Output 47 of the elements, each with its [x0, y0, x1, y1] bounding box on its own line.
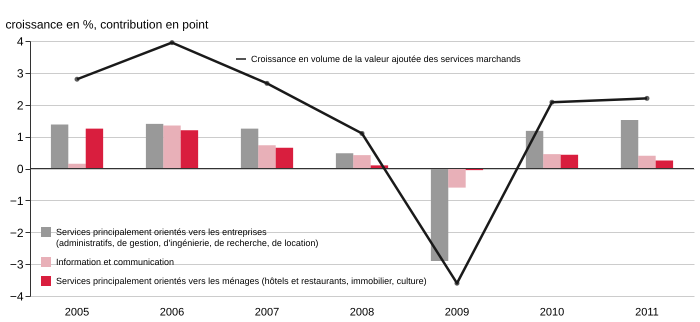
y-tick-label: 4: [16, 34, 24, 48]
bar: [146, 124, 164, 168]
bar: [180, 130, 198, 168]
bar: [620, 120, 638, 168]
x-tick-label: 2009: [444, 306, 470, 318]
legend-label: Information et communication: [56, 257, 174, 267]
point: [454, 280, 460, 286]
bar: [240, 128, 258, 168]
y-tick-label: −1: [10, 194, 24, 208]
y-tick-label: −2: [10, 226, 24, 240]
bar: [276, 148, 294, 168]
point: [360, 130, 364, 136]
bar: [86, 128, 104, 168]
x-tick-label: 2006: [160, 306, 184, 318]
y-tick-label: 2: [16, 98, 24, 112]
bar: [353, 155, 371, 168]
bar: [656, 160, 674, 168]
legend-label: Croissance en volume de la valeur ajoutée des services marchands: [251, 54, 522, 64]
y-tick-label: 0: [16, 162, 24, 176]
legend-label: Services principalement orientés vers les ménages (hôtels et restaurants, immobilier, culture): [56, 276, 427, 286]
bar: [543, 154, 561, 168]
bar: [638, 156, 656, 168]
x-tick-label: 2011: [635, 306, 659, 318]
legend-label: Services principalement orientés vers les entreprises (administratifs, de gestion, d'ingénierie, de recherche, de location): [56, 227, 318, 248]
point: [644, 96, 650, 101]
x-tick-label: 2010: [540, 306, 564, 318]
x-tick-label: 2005: [64, 306, 90, 318]
y-tick-label: 3: [16, 66, 24, 80]
x-tick-label: 2007: [254, 306, 280, 318]
point: [549, 100, 554, 105]
bar: [50, 124, 68, 168]
y-tick-label: −3: [10, 258, 24, 272]
y-axis-title: croissance en %, contribution en point: [6, 18, 209, 32]
y-tick-label: 1: [16, 130, 24, 144]
point: [264, 80, 270, 86]
bar: [336, 153, 354, 168]
bar: [163, 125, 181, 168]
point: [170, 40, 175, 46]
bar: [430, 168, 448, 261]
bar: [560, 154, 578, 168]
bar: [68, 164, 86, 168]
bar: [526, 130, 544, 168]
point: [74, 76, 80, 82]
bar: [258, 145, 276, 168]
x-tick-label: 2008: [350, 306, 374, 318]
y-tick-label: −4: [10, 290, 24, 304]
bar: [448, 168, 466, 188]
